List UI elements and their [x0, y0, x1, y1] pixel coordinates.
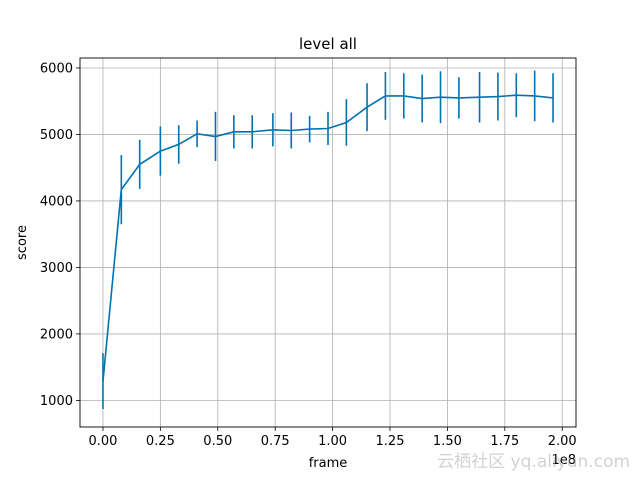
watermark: 云栖社区 yq.aliyun.com	[437, 452, 630, 472]
x-tick-label: 1.25	[376, 434, 405, 449]
y-tick-label: 1000	[40, 394, 73, 409]
y-tick-label: 5000	[40, 128, 73, 143]
x-tick-label: 0.50	[203, 434, 232, 449]
x-tick-label: 2.00	[548, 434, 577, 449]
x-tick-label: 0.25	[146, 434, 175, 449]
y-axis-ticks: 1000 2000 3000 4000 5000 6000	[40, 61, 80, 409]
x-tick-label: 0.75	[261, 434, 290, 449]
x-axis-label: frame	[309, 456, 348, 471]
error-bars	[102, 70, 554, 410]
y-tick-label: 4000	[40, 194, 73, 209]
x-tick-label: 1.75	[490, 434, 519, 449]
x-tick-label: 1.00	[318, 434, 347, 449]
y-axis-label: score	[15, 225, 30, 260]
x-tick-label: 1.50	[433, 434, 462, 449]
x-axis-ticks: 0.00 0.25 0.50 0.75 1.00 1.25 1.50 1.75 2.00	[88, 427, 577, 449]
x-axis-offset-label: 1e8	[551, 453, 576, 468]
y-tick-label: 3000	[40, 261, 73, 276]
y-tick-label: 2000	[40, 327, 73, 342]
y-tick-label: 6000	[40, 61, 73, 76]
x-tick-label: 0.00	[88, 434, 117, 449]
plot-frame	[79, 57, 577, 428]
series-line	[102, 94, 554, 382]
chart-title: level all	[299, 35, 357, 53]
